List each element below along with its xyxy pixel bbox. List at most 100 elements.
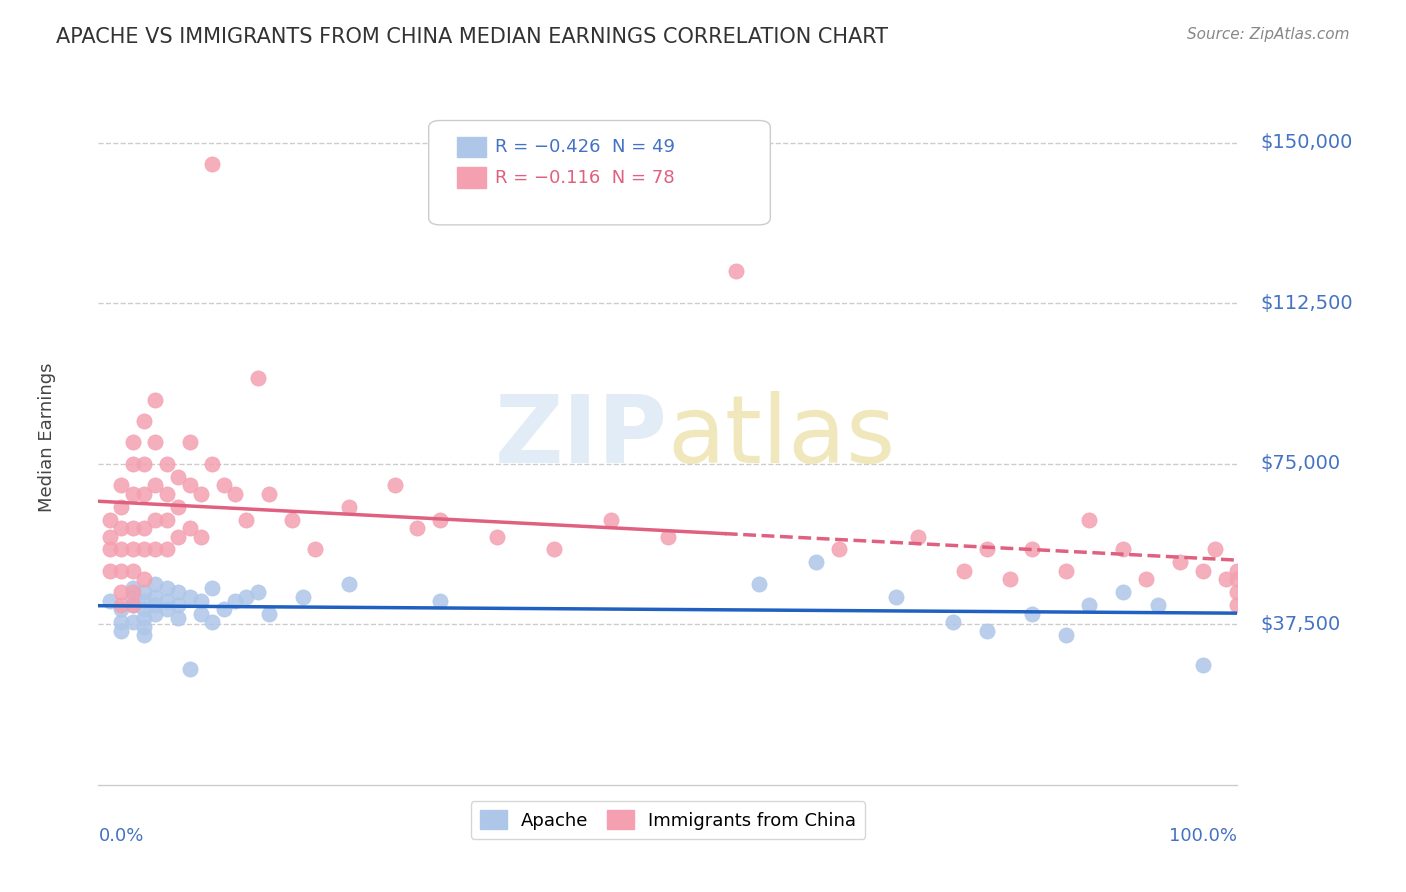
Text: ZIP: ZIP xyxy=(495,391,668,483)
Point xyxy=(110,598,132,612)
Point xyxy=(110,585,132,599)
Point xyxy=(132,457,155,471)
Point xyxy=(179,435,201,450)
Point xyxy=(121,564,143,578)
Point xyxy=(132,414,155,428)
Point xyxy=(156,457,179,471)
Point xyxy=(98,564,121,578)
Point xyxy=(942,615,965,630)
Point xyxy=(167,500,190,514)
Point xyxy=(1021,542,1043,557)
Point xyxy=(337,576,360,591)
Point xyxy=(725,264,748,278)
Text: 0.0%: 0.0% xyxy=(98,827,143,845)
Point xyxy=(121,598,143,612)
Point xyxy=(179,662,201,676)
Point xyxy=(246,585,269,599)
Text: R = −0.426  N = 49: R = −0.426 N = 49 xyxy=(495,138,675,156)
Point xyxy=(121,435,143,450)
Point xyxy=(1135,573,1157,587)
Point xyxy=(1215,573,1237,587)
Point xyxy=(201,457,224,471)
Point xyxy=(132,628,155,642)
Point xyxy=(907,530,929,544)
Point xyxy=(657,530,679,544)
Point xyxy=(259,487,281,501)
Point xyxy=(224,594,246,608)
Bar xyxy=(457,136,485,157)
Text: APACHE VS IMMIGRANTS FROM CHINA MEDIAN EARNINGS CORRELATION CHART: APACHE VS IMMIGRANTS FROM CHINA MEDIAN E… xyxy=(56,27,889,46)
Point xyxy=(337,500,360,514)
Point xyxy=(145,607,167,621)
Text: $37,500: $37,500 xyxy=(1260,615,1340,634)
Point xyxy=(246,371,269,385)
Point xyxy=(110,624,132,638)
Point xyxy=(167,585,190,599)
Point xyxy=(1054,628,1078,642)
Point xyxy=(543,542,565,557)
Point xyxy=(292,590,315,604)
Point xyxy=(145,598,167,612)
Point xyxy=(156,602,179,616)
Point xyxy=(110,542,132,557)
Point xyxy=(1192,564,1215,578)
Bar xyxy=(457,167,485,188)
Point xyxy=(406,521,429,535)
Point xyxy=(953,564,976,578)
Point xyxy=(190,487,212,501)
Point xyxy=(212,602,235,616)
Point xyxy=(1226,564,1249,578)
Point xyxy=(1170,555,1192,569)
Point xyxy=(748,576,770,591)
Text: $150,000: $150,000 xyxy=(1260,133,1353,153)
Point xyxy=(212,478,235,492)
Point xyxy=(98,542,121,557)
Text: atlas: atlas xyxy=(668,391,896,483)
Point xyxy=(976,542,998,557)
Point xyxy=(132,542,155,557)
Point xyxy=(201,157,224,171)
Point xyxy=(1226,585,1249,599)
Point xyxy=(281,512,304,526)
Point xyxy=(121,615,143,630)
Point xyxy=(145,542,167,557)
Point xyxy=(156,581,179,595)
Point xyxy=(156,512,179,526)
Point xyxy=(884,590,907,604)
Point xyxy=(145,576,167,591)
Point xyxy=(429,594,451,608)
Point xyxy=(1192,658,1215,673)
Point xyxy=(235,512,257,526)
Point xyxy=(1078,598,1101,612)
Point xyxy=(145,512,167,526)
Point xyxy=(190,594,212,608)
Point xyxy=(304,542,326,557)
Point xyxy=(156,487,179,501)
Point xyxy=(235,590,257,604)
Point xyxy=(179,590,201,604)
Point xyxy=(167,469,190,483)
Legend: Apache, Immigrants from China: Apache, Immigrants from China xyxy=(471,801,865,838)
Point xyxy=(132,594,155,608)
Point xyxy=(179,478,201,492)
Point xyxy=(132,521,155,535)
Point xyxy=(804,555,827,569)
Point xyxy=(998,573,1021,587)
Point xyxy=(201,581,224,595)
Text: Source: ZipAtlas.com: Source: ZipAtlas.com xyxy=(1187,27,1350,42)
Point xyxy=(156,594,179,608)
Text: 100.0%: 100.0% xyxy=(1170,827,1237,845)
Point xyxy=(156,542,179,557)
Point xyxy=(121,581,143,595)
Point xyxy=(98,530,121,544)
Point xyxy=(1112,542,1135,557)
Point xyxy=(110,500,132,514)
Point xyxy=(1021,607,1043,621)
Point xyxy=(1204,542,1226,557)
Point xyxy=(132,585,155,599)
Point xyxy=(167,611,190,625)
Point xyxy=(110,615,132,630)
Point xyxy=(167,598,190,612)
Text: Median Earnings: Median Earnings xyxy=(38,362,56,512)
Point xyxy=(1112,585,1135,599)
